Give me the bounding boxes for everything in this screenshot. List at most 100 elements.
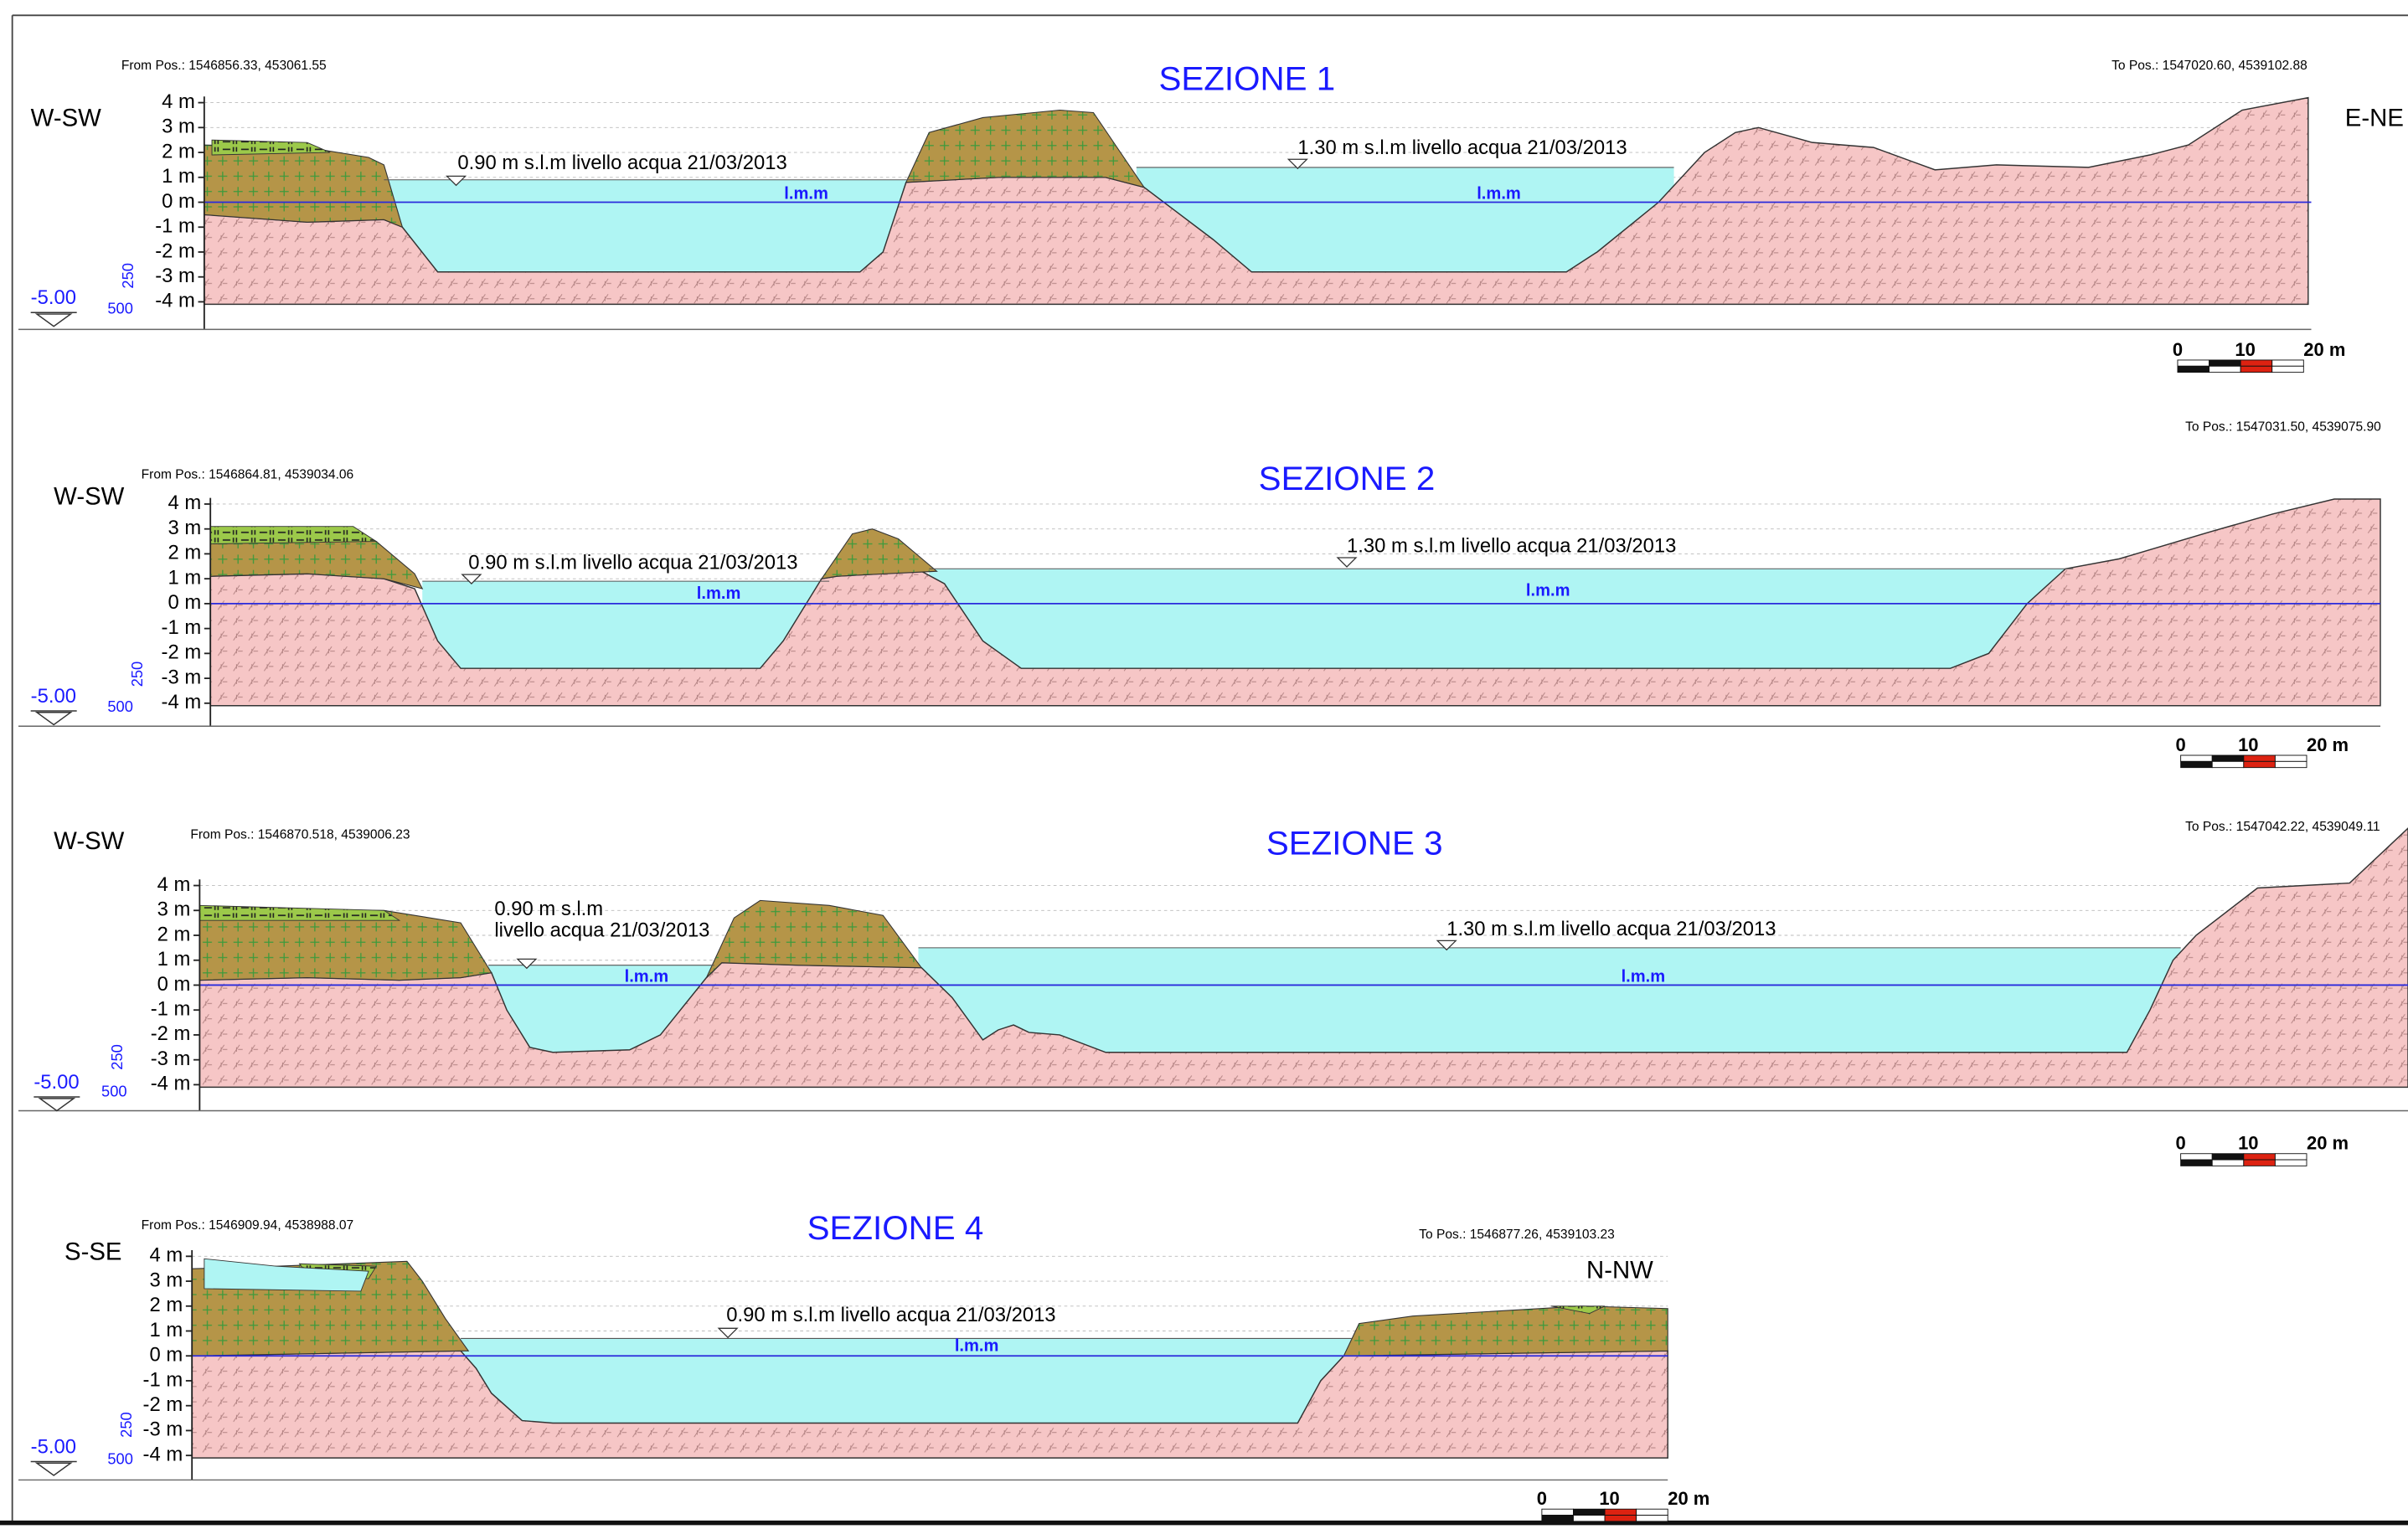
sediment [1343, 1306, 1668, 1356]
water-label: 0.90 m s.l.m livello acqua 21/03/2013 [468, 552, 797, 574]
datum: -5.00 [34, 1071, 79, 1094]
y-label: 4 m [149, 1244, 183, 1267]
to-pos: To Pos.: 1547042.22, 4539049.11 [2185, 820, 2380, 834]
y-label: 2 m [162, 140, 195, 162]
scale-seg [1637, 1509, 1668, 1515]
orientation: S-SE [64, 1238, 121, 1265]
cross-sections: 4 m3 m2 m1 m0 m-1 m-2 m-3 m-4 mSEZIONE 1… [0, 0, 2408, 1529]
scale-seg [2240, 360, 2272, 366]
scale-seg [2275, 1154, 2307, 1160]
scale-seg [2178, 366, 2209, 372]
scale-seg [2209, 360, 2241, 366]
topsoil [212, 140, 330, 155]
scale-label: 10 [1599, 1488, 1619, 1509]
water-label: 0.90 m s.l.m livello acqua 21/03/2013 [457, 152, 786, 174]
sediment [199, 910, 491, 980]
scale-h: 500 [107, 1450, 133, 1468]
scale-seg [2178, 360, 2209, 366]
orientation: W-SW [31, 104, 102, 131]
y-label: 2 m [149, 1294, 183, 1316]
scale-label: 20 m [2307, 734, 2349, 755]
scale-v: 250 [119, 263, 137, 288]
y-label: 4 m [162, 90, 195, 113]
orientation: E-NE [2345, 104, 2404, 131]
y-label: 4 m [157, 873, 191, 896]
water [929, 569, 2073, 676]
datum: -5.00 [31, 1435, 76, 1458]
scale-seg [2272, 366, 2304, 372]
sediment [204, 145, 403, 227]
scale-seg [1542, 1516, 1574, 1521]
water-label: 1.30 m s.l.m livello acqua 21/03/2013 [1347, 535, 1676, 558]
y-label: 0 m [157, 973, 191, 996]
orientation: W-SW [54, 827, 125, 855]
y-label: 1 m [162, 165, 195, 188]
y-label: -3 m [155, 265, 195, 287]
to-pos: To Pos.: 1547031.50, 4539075.90 [2185, 420, 2381, 435]
from-pos: From Pos.: 1546870.518, 4539006.23 [190, 827, 410, 842]
scale-seg [2244, 755, 2276, 761]
datum: -5.00 [31, 286, 76, 309]
from-pos: From Pos.: 1546864.81, 4539034.06 [142, 467, 354, 481]
y-label: 0 m [149, 1344, 183, 1367]
scale-label: 10 [2238, 1133, 2258, 1154]
datum: -5.00 [31, 685, 76, 708]
scale-seg [1573, 1516, 1605, 1521]
y-label: -4 m [155, 290, 195, 312]
scale-v: 250 [108, 1044, 126, 1069]
lmm-label: l.m.m [1622, 968, 1666, 986]
scale-seg [2275, 755, 2307, 761]
lmm-label: l.m.m [784, 185, 828, 203]
y-label: 3 m [168, 517, 201, 539]
water-label: 1.30 m s.l.m livello acqua 21/03/2013 [1297, 136, 1627, 159]
y-label: 3 m [162, 116, 195, 138]
scale-seg [1605, 1509, 1637, 1515]
y-label: -1 m [143, 1368, 183, 1391]
scale-v: 250 [128, 662, 146, 687]
orientation: N-NW [1586, 1256, 1653, 1284]
section-title: SEZIONE 2 [1259, 460, 1436, 497]
to-pos: To Pos.: 1547020.60, 4539102.88 [2112, 59, 2307, 73]
water [918, 948, 2180, 1058]
lmm-label: l.m.m [955, 1337, 999, 1356]
scale-seg [2209, 366, 2241, 372]
scale-label: 0 [2176, 1133, 2186, 1154]
scale-seg [2240, 366, 2272, 372]
lmm-label: l.m.m [1526, 582, 1570, 600]
scale-seg [2212, 755, 2244, 761]
datum-marker [34, 1097, 80, 1110]
from-pos: From Pos.: 1546909.94, 4538988.07 [142, 1218, 354, 1233]
y-label: -2 m [162, 641, 202, 664]
from-pos: From Pos.: 1546856.33, 453061.55 [121, 59, 327, 73]
water-label: 0.90 m s.l.m [494, 898, 603, 920]
scale-seg [2272, 360, 2304, 366]
lmm-label: l.m.m [625, 968, 669, 986]
datum-marker [31, 1461, 77, 1475]
scale-label: 0 [2176, 734, 2186, 755]
y-label: 3 m [157, 898, 191, 921]
y-label: 4 m [168, 492, 201, 514]
scale-seg [2212, 1154, 2244, 1160]
y-label: -2 m [155, 239, 195, 262]
y-label: 1 m [168, 566, 201, 589]
scale-seg [2181, 761, 2213, 767]
y-label: -4 m [162, 691, 202, 713]
scale-label: 20 m [2307, 1133, 2349, 1154]
topsoil [199, 905, 399, 920]
water [384, 180, 921, 275]
water-label: 1.30 m s.l.m livello acqua 21/03/2013 [1446, 918, 1776, 940]
y-label: 1 m [149, 1319, 183, 1341]
water-label: livello acqua 21/03/2013 [494, 919, 709, 942]
y-label: 3 m [149, 1269, 183, 1291]
scale-seg [2181, 1160, 2213, 1166]
scale-seg [1542, 1509, 1574, 1515]
scale-label: 0 [1537, 1488, 1547, 1509]
y-label: 1 m [157, 948, 191, 970]
scale-seg [2244, 761, 2276, 767]
scale-label: 10 [2238, 734, 2258, 755]
scale-seg [2181, 755, 2213, 761]
y-label: -2 m [151, 1022, 191, 1045]
scale-v: 250 [117, 1412, 135, 1437]
scale-h: 500 [107, 698, 133, 715]
y-label: 2 m [168, 542, 201, 564]
